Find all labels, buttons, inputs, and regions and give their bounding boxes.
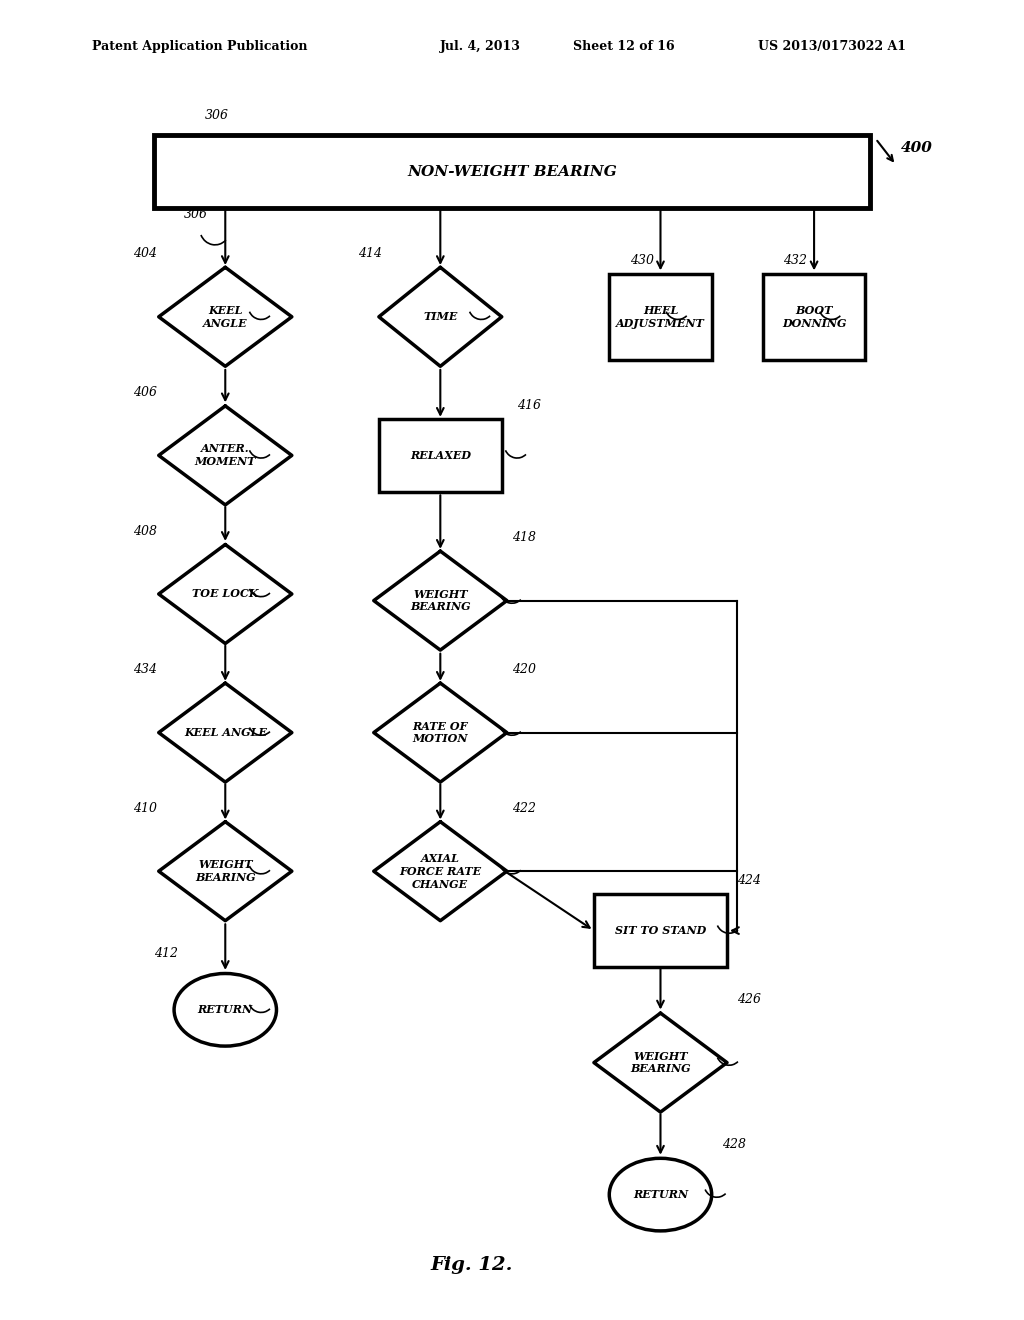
Text: 430: 430 [630, 253, 653, 267]
Text: HEEL
ADJUSTMENT: HEEL ADJUSTMENT [616, 305, 705, 329]
Text: 422: 422 [512, 801, 536, 814]
Bar [154, 135, 870, 207]
Text: 434: 434 [133, 663, 157, 676]
Text: ANTER.
MOMENT: ANTER. MOMENT [195, 444, 256, 467]
Text: US 2013/0173022 A1: US 2013/0173022 A1 [758, 40, 906, 53]
Text: Jul. 4, 2013: Jul. 4, 2013 [440, 40, 521, 53]
Text: BOOT
DONNING: BOOT DONNING [782, 305, 846, 329]
Text: SIT TO STAND: SIT TO STAND [614, 925, 707, 936]
Text: 428: 428 [722, 1138, 745, 1151]
Text: 416: 416 [517, 399, 541, 412]
Text: 414: 414 [358, 247, 382, 260]
Text: 306: 306 [184, 207, 208, 220]
Text: 406: 406 [133, 385, 157, 399]
Text: 418: 418 [512, 531, 536, 544]
Text: WEIGHT
BEARING: WEIGHT BEARING [410, 589, 471, 612]
Text: AXIAL
FORCE RATE
CHANGE: AXIAL FORCE RATE CHANGE [399, 853, 481, 890]
Text: 412: 412 [154, 946, 177, 960]
Text: 432: 432 [783, 253, 807, 267]
Text: 408: 408 [133, 524, 157, 537]
Bar [379, 418, 502, 491]
Text: RETURN: RETURN [633, 1189, 688, 1200]
Text: WEIGHT
BEARING: WEIGHT BEARING [630, 1051, 691, 1074]
Text: RELAXED: RELAXED [410, 450, 471, 461]
Text: Patent Application Publication: Patent Application Publication [92, 40, 307, 53]
Text: KEEL
ANGLE: KEEL ANGLE [203, 305, 248, 329]
Text: 410: 410 [133, 801, 157, 814]
Text: Fig. 12.: Fig. 12. [430, 1255, 512, 1274]
Text: TOE LOCK: TOE LOCK [193, 589, 258, 599]
Text: RATE OF
MOTION: RATE OF MOTION [413, 721, 468, 744]
Text: 420: 420 [512, 663, 536, 676]
Text: 424: 424 [737, 874, 761, 887]
Text: 400: 400 [901, 141, 933, 154]
Text: 306: 306 [205, 108, 228, 121]
Text: 426: 426 [737, 993, 761, 1006]
Text: 404: 404 [133, 247, 157, 260]
Text: NON-WEIGHT BEARING: NON-WEIGHT BEARING [408, 165, 616, 178]
Text: WEIGHT
BEARING: WEIGHT BEARING [195, 859, 256, 883]
Bar [763, 275, 865, 359]
Bar [594, 895, 727, 966]
Bar [609, 275, 712, 359]
Text: TIME: TIME [423, 312, 458, 322]
Text: KEEL ANGLE: KEEL ANGLE [183, 727, 267, 738]
Text: RETURN: RETURN [198, 1005, 253, 1015]
Text: Sheet 12 of 16: Sheet 12 of 16 [573, 40, 675, 53]
